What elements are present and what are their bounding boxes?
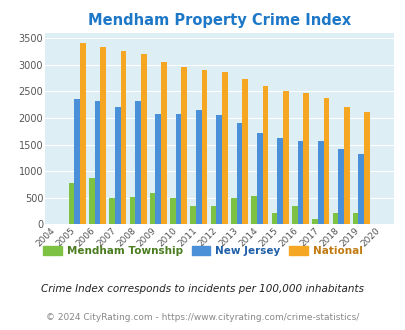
Bar <box>141 54 146 224</box>
Bar <box>216 115 222 224</box>
Bar <box>149 192 155 224</box>
Bar <box>94 101 100 224</box>
Bar <box>343 107 349 224</box>
Bar <box>358 154 363 224</box>
Bar <box>242 79 247 224</box>
Bar <box>161 62 166 224</box>
Bar <box>129 197 135 224</box>
Legend: Mendham Township, New Jersey, National: Mendham Township, New Jersey, National <box>39 242 366 260</box>
Bar <box>100 47 106 224</box>
Bar <box>363 112 369 224</box>
Bar <box>352 213 358 224</box>
Bar <box>291 206 297 224</box>
Bar <box>175 114 181 224</box>
Bar <box>303 93 308 224</box>
Bar <box>317 142 323 224</box>
Bar <box>230 198 236 224</box>
Bar <box>222 72 227 224</box>
Bar <box>277 138 282 224</box>
Bar <box>337 149 343 224</box>
Bar <box>271 213 277 224</box>
Bar <box>89 178 94 224</box>
Bar <box>181 67 187 224</box>
Bar <box>155 115 161 224</box>
Bar <box>120 50 126 224</box>
Bar <box>311 219 317 224</box>
Bar <box>201 70 207 224</box>
Bar <box>282 91 288 224</box>
Text: © 2024 CityRating.com - https://www.cityrating.com/crime-statistics/: © 2024 CityRating.com - https://www.city… <box>46 313 359 322</box>
Bar <box>256 133 262 224</box>
Bar <box>196 110 201 224</box>
Bar <box>210 206 216 224</box>
Bar <box>236 123 242 224</box>
Bar <box>68 183 74 224</box>
Bar <box>115 108 120 224</box>
Bar <box>251 196 256 224</box>
Bar <box>332 213 337 224</box>
Bar <box>109 198 115 224</box>
Bar <box>80 43 85 224</box>
Bar <box>74 99 80 224</box>
Bar <box>170 198 175 224</box>
Title: Mendham Property Crime Index: Mendham Property Crime Index <box>87 13 350 28</box>
Text: Crime Index corresponds to incidents per 100,000 inhabitants: Crime Index corresponds to incidents per… <box>41 284 364 294</box>
Bar <box>262 86 268 224</box>
Bar <box>297 142 303 224</box>
Bar <box>135 101 141 224</box>
Bar <box>323 98 328 224</box>
Bar <box>190 206 196 224</box>
